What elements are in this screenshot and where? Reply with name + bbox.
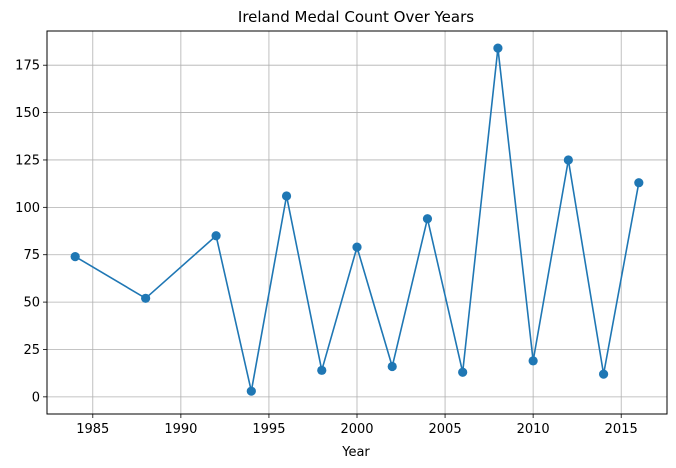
data-points — [70, 43, 644, 396]
data-point — [211, 231, 221, 241]
data-point — [70, 252, 80, 262]
y-tick-label: 125 — [15, 153, 40, 168]
data-point — [281, 191, 292, 201]
y-axis-ticks: 0 25 50 75 100 125 150 175 — [15, 59, 47, 405]
x-tick-label: 1985 — [76, 422, 109, 437]
chart-title: Ireland Medal Count Over Years — [238, 8, 474, 26]
data-point — [634, 178, 644, 188]
y-tick-label: 75 — [23, 248, 40, 263]
data-point — [246, 386, 256, 396]
x-tick-label: 1995 — [252, 422, 285, 437]
x-tick-label: 1990 — [164, 422, 197, 437]
data-point — [317, 365, 327, 375]
y-tick-label: 25 — [23, 343, 40, 358]
x-axis-label: Year — [341, 445, 370, 460]
data-point — [422, 214, 433, 224]
plot-frame — [46, 30, 668, 415]
y-tick-label: 150 — [15, 106, 40, 121]
data-point — [563, 155, 573, 165]
x-tick-label: 2010 — [517, 422, 550, 437]
y-tick-label: 100 — [15, 201, 40, 216]
x-axis-ticks: 1985 1990 1995 2000 2005 2010 2015 — [76, 414, 638, 437]
data-point — [141, 293, 151, 303]
data-point — [493, 43, 503, 53]
x-tick-label: 2015 — [605, 422, 638, 437]
x-tick-label: 2005 — [429, 422, 462, 437]
grid-lines — [47, 31, 667, 414]
y-tick-label: 0 — [32, 390, 40, 405]
data-point — [528, 356, 538, 366]
y-tick-label: 50 — [23, 296, 40, 311]
y-tick-label: 175 — [15, 59, 40, 74]
data-point — [458, 367, 468, 377]
data-point — [352, 242, 362, 252]
data-point — [598, 369, 609, 379]
x-tick-label: 2000 — [340, 422, 373, 437]
data-point — [387, 361, 397, 372]
